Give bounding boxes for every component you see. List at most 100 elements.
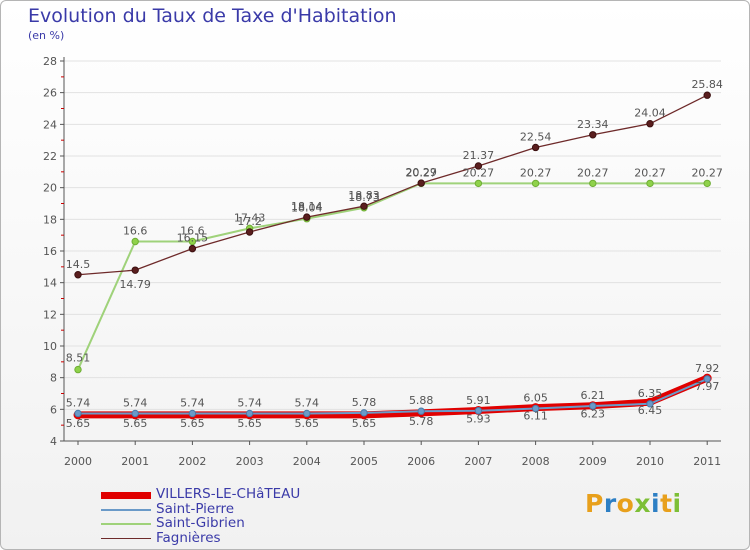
logo-letter: x [634, 489, 651, 518]
logo-letter: P [585, 489, 604, 518]
series-line-1 [77, 377, 709, 415]
data-point [531, 404, 540, 413]
data-label: 20.27 [691, 166, 723, 179]
data-point [303, 213, 311, 221]
data-label: 16.15 [177, 232, 209, 245]
data-point [417, 179, 425, 187]
logo-letter: i [672, 489, 682, 518]
data-label: 18.04 [291, 202, 323, 215]
data-label: 20.27 [634, 166, 666, 179]
x-tick-label: 2004 [293, 455, 321, 468]
data-point [531, 143, 540, 152]
data-point [531, 179, 540, 188]
y-tick-label: 14 [43, 277, 57, 290]
legend-swatch [101, 537, 151, 540]
data-label: 5.65 [352, 417, 377, 430]
legend-swatch [101, 491, 151, 499]
data-label: 17.2 [237, 215, 262, 228]
x-tick-label: 2009 [579, 455, 607, 468]
data-label: 18.83 [348, 189, 380, 202]
data-label: 20.27 [577, 166, 609, 179]
data-label: 16.6 [180, 225, 205, 238]
y-tick-label: 4 [50, 435, 57, 448]
data-label: 5.74 [237, 396, 262, 409]
y-tick-label: 26 [43, 87, 57, 100]
y-tick-label: 16 [43, 245, 57, 258]
data-label: 6.23 [581, 408, 606, 421]
data-label: 20.27 [405, 166, 437, 179]
data-label: 18.14 [291, 200, 323, 213]
y-tick-label: 28 [43, 55, 57, 68]
y-tick-label: 22 [43, 150, 57, 163]
data-point [74, 365, 82, 374]
data-label: 6.45 [638, 404, 663, 417]
data-point [703, 375, 711, 383]
y-tick-label: 10 [43, 340, 57, 353]
data-label: 20.27 [463, 166, 495, 179]
data-label: 21.37 [463, 149, 495, 162]
x-tick-label: 2007 [464, 455, 492, 468]
data-label: 5.78 [352, 396, 377, 409]
data-label: 6.21 [581, 389, 606, 402]
data-point [245, 228, 254, 236]
data-label: 18.73 [348, 191, 380, 204]
x-tick-label: 2002 [178, 455, 206, 468]
data-label: 25.84 [691, 78, 723, 91]
data-point [474, 162, 483, 170]
data-point [646, 179, 654, 188]
data-point [131, 266, 139, 274]
data-point [703, 91, 711, 99]
data-label: 16.6 [123, 225, 148, 238]
data-label: 5.93 [466, 412, 491, 425]
data-label: 5.65 [180, 417, 205, 430]
legend-label: Fagnières [156, 529, 221, 546]
data-point [188, 237, 197, 246]
data-label: 14.79 [119, 278, 151, 291]
data-point [589, 179, 597, 188]
legend-swatch [101, 523, 151, 525]
x-tick-label: 2008 [522, 455, 550, 468]
legend-label: Saint-Gibrien [156, 515, 245, 531]
data-point [474, 179, 483, 188]
legend-label: VILLERS-LE-CHâTEAU [156, 486, 301, 502]
x-tick-label: 2000 [64, 455, 92, 468]
series-line-3 [77, 94, 708, 276]
data-point [646, 400, 654, 408]
data-point [360, 202, 368, 210]
data-label: 5.88 [409, 394, 434, 407]
data-label: 5.65 [66, 417, 91, 430]
legend-swatch [101, 508, 151, 511]
x-tick-label: 2010 [636, 455, 664, 468]
x-tick-label: 2011 [693, 455, 721, 468]
data-label: 5.74 [123, 396, 148, 409]
y-tick-label: 18 [43, 213, 57, 226]
y-tick-label: 12 [43, 308, 57, 321]
data-label: 6.05 [523, 392, 548, 405]
data-label: 8.51 [66, 352, 91, 365]
data-label: 6.35 [638, 387, 663, 400]
data-label: 24.04 [634, 107, 666, 120]
logo-letter: o [616, 489, 635, 518]
data-point [646, 120, 654, 128]
data-label: 5.78 [409, 415, 434, 428]
data-point [188, 409, 197, 418]
data-point [131, 237, 139, 246]
data-point [417, 407, 425, 415]
data-point [74, 409, 82, 418]
logo-letter: i [651, 489, 661, 518]
data-label: 23.34 [577, 118, 609, 131]
legend-label: Saint-Pierre [156, 500, 235, 517]
x-tick-label: 2001 [121, 455, 149, 468]
data-label: 20.29 [405, 166, 437, 179]
data-point [188, 244, 197, 253]
proxiti-logo: Proxiti [585, 489, 682, 518]
y-tick-label: 8 [50, 372, 57, 385]
data-point [360, 409, 368, 417]
data-label: 5.91 [466, 394, 491, 407]
data-label: 5.65 [237, 417, 262, 430]
data-label: 22.54 [520, 130, 552, 143]
data-label: 14.5 [66, 258, 91, 271]
data-point [303, 409, 311, 418]
chart-subtitle: (en %) [28, 29, 65, 42]
